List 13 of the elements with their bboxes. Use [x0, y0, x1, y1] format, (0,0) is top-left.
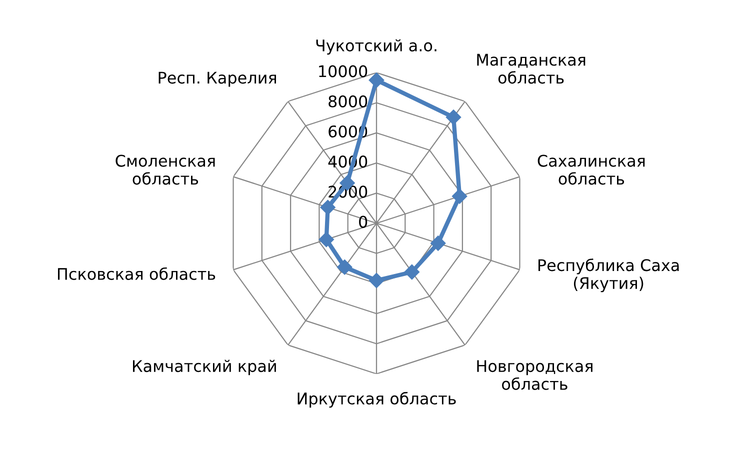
spoke-label: Респ. Карелия	[158, 72, 276, 87]
y-tick-label: 10000	[319, 65, 368, 78]
spoke-label: Сахалинская область	[538, 154, 645, 185]
spoke-label: Иркутская область	[298, 392, 456, 408]
spoke-label: Камчатский край	[133, 360, 276, 376]
y-tick-label: 0	[359, 216, 368, 228]
spoke-label: Псковская область	[58, 267, 216, 280]
spoke-label: Республика Саха (Якутия)	[538, 258, 679, 292]
spoke-label: Магаданская область	[477, 54, 586, 84]
spoke-label: Новгородская область	[477, 360, 592, 390]
spoke-label: Смоленская область	[116, 154, 215, 185]
spoke-label: Чукотский а.о.	[316, 39, 436, 55]
y-tick-label: 8000	[328, 95, 368, 108]
